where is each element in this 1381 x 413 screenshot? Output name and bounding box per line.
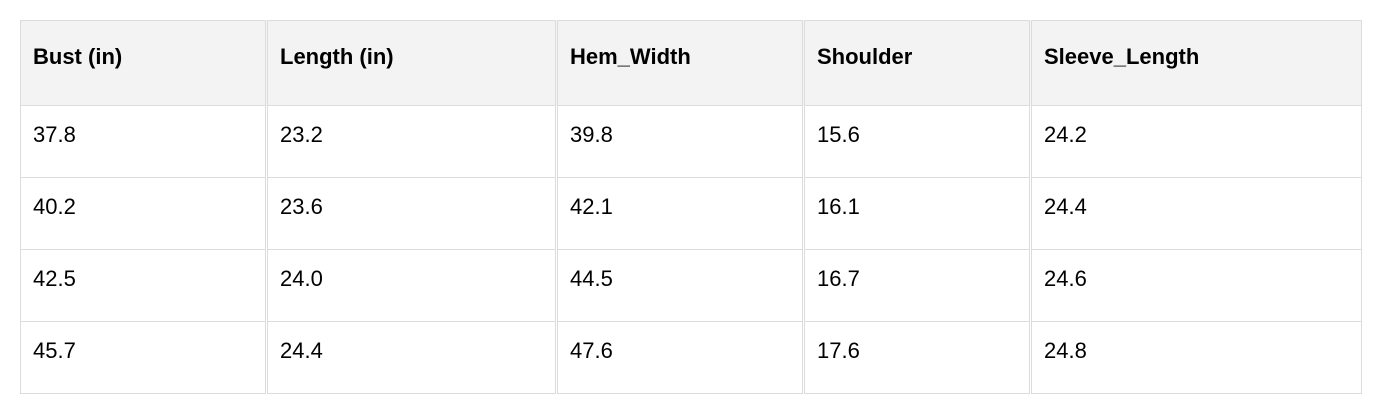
cell-length: 23.2 xyxy=(265,105,557,178)
cell-sleeve-length: 24.8 xyxy=(1029,321,1362,394)
cell-bust: 42.5 xyxy=(20,249,267,322)
cell-hem-width: 47.6 xyxy=(555,321,804,394)
cell-hem-width: 44.5 xyxy=(555,249,804,322)
cell-shoulder: 17.6 xyxy=(802,321,1031,394)
cell-shoulder: 15.6 xyxy=(802,105,1031,178)
header-bust: Bust (in) xyxy=(20,20,267,106)
table-row: 45.7 24.4 47.6 17.6 24.8 xyxy=(20,321,1362,394)
cell-length: 24.0 xyxy=(265,249,557,322)
header-row: Bust (in) Length (in) Hem_Width Shoulder… xyxy=(20,20,1362,106)
header-shoulder: Shoulder xyxy=(802,20,1031,106)
cell-sleeve-length: 24.6 xyxy=(1029,249,1362,322)
cell-shoulder: 16.7 xyxy=(802,249,1031,322)
cell-sleeve-length: 24.2 xyxy=(1029,105,1362,178)
table-row: 42.5 24.0 44.5 16.7 24.6 xyxy=(20,249,1362,322)
table-row: 37.8 23.2 39.8 15.6 24.2 xyxy=(20,105,1362,178)
cell-length: 24.4 xyxy=(265,321,557,394)
cell-hem-width: 42.1 xyxy=(555,177,804,250)
cell-hem-width: 39.8 xyxy=(555,105,804,178)
header-hem-width: Hem_Width xyxy=(555,20,804,106)
cell-bust: 40.2 xyxy=(20,177,267,250)
measurements-table: Bust (in) Length (in) Hem_Width Shoulder… xyxy=(20,20,1362,394)
cell-shoulder: 16.1 xyxy=(802,177,1031,250)
cell-bust: 45.7 xyxy=(20,321,267,394)
table-row: 40.2 23.6 42.1 16.1 24.4 xyxy=(20,177,1362,250)
cell-length: 23.6 xyxy=(265,177,557,250)
cell-sleeve-length: 24.4 xyxy=(1029,177,1362,250)
header-length: Length (in) xyxy=(265,20,557,106)
cell-bust: 37.8 xyxy=(20,105,267,178)
header-sleeve-length: Sleeve_Length xyxy=(1029,20,1362,106)
